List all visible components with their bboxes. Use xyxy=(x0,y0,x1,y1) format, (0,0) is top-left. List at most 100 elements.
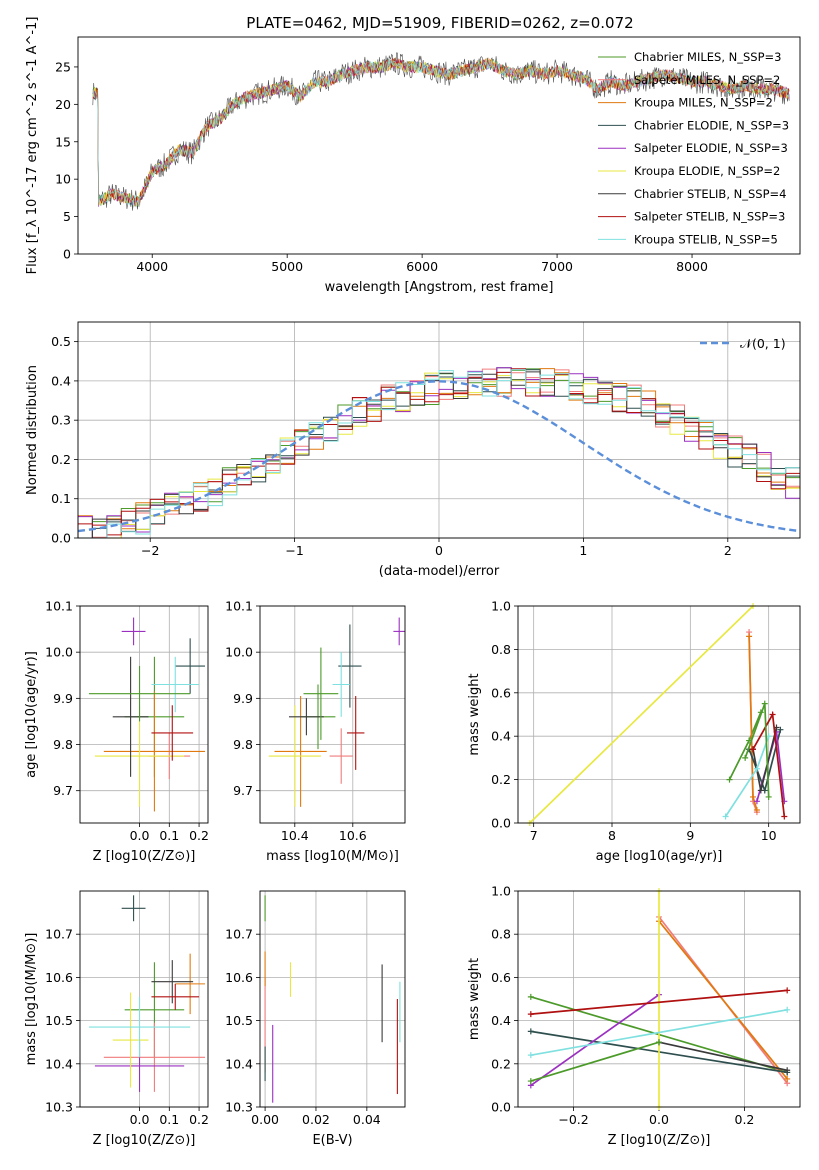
weight-series xyxy=(530,994,660,1087)
y-tick-label: 10.1 xyxy=(225,599,253,614)
legend-label: Salpeter STELIB, N_SSP=3 xyxy=(634,210,785,224)
weight-marker xyxy=(753,806,760,813)
weight-series xyxy=(658,1041,788,1072)
x-tick-label: 2 xyxy=(724,543,732,558)
y-tick-label: 9.8 xyxy=(53,737,73,752)
x-tick-label: 0.2 xyxy=(735,1112,755,1127)
x-axis-label: Z [log10(Z/Z⊙)] xyxy=(93,849,196,864)
x-tick-label: 7 xyxy=(530,828,538,843)
y-tick-label: 10.0 xyxy=(45,645,73,660)
x-axis-label: (data-model)/error xyxy=(379,564,500,579)
y-tick-label: 10.3 xyxy=(225,1100,253,1115)
y-tick-label: 10.5 xyxy=(225,1013,253,1028)
y-tick-label: 9.7 xyxy=(53,783,73,798)
x-tick-label: 0.2 xyxy=(189,1112,209,1127)
y-tick-label: 20 xyxy=(55,97,71,112)
x-tick-label: 0 xyxy=(435,543,443,558)
legend-label: Kroupa ELODIE, N_SSP=2 xyxy=(634,164,780,178)
x-tick-label: 0.0 xyxy=(130,1112,150,1127)
x-tick-label: 0.02 xyxy=(302,1112,330,1127)
weight-series xyxy=(530,1008,788,1057)
x-axis-label: wavelength [Angstrom, rest frame] xyxy=(325,280,554,295)
y-tick-label: 10.4 xyxy=(45,1056,73,1071)
x-tick-label: 6000 xyxy=(406,259,438,274)
legend-label: Chabrier STELIB, N_SSP=4 xyxy=(634,187,786,201)
age-vs-metallicity-panel: 0.0 0.1 0.2 9.7 9.8 9.9 10.0 10.1 Z [log10(Z/Z⊙)… xyxy=(24,599,209,865)
y-tick-label: 5 xyxy=(63,209,71,224)
axes-frame xyxy=(77,321,801,539)
residuals-panel: −2 −1 0 1 2 0.0 0.1 0.2 0.3 0.4 0.5 (data-model)/er… xyxy=(25,321,801,579)
y-tick-label: 9.8 xyxy=(233,737,253,752)
y-tick-label: 10.1 xyxy=(45,599,73,614)
x-tick-label: 4000 xyxy=(136,259,168,274)
x-tick-label: 0.2 xyxy=(189,828,209,843)
y-tick-label: 0.6 xyxy=(491,970,511,985)
y-tick-label: 0.0 xyxy=(51,531,71,546)
x-tick-label: −1 xyxy=(285,543,303,558)
y-tick-label: 0.8 xyxy=(491,927,511,942)
weight-marker xyxy=(753,798,760,805)
weight-marker xyxy=(746,633,753,640)
spectrum-panel: 4000 5000 6000 7000 8000 0 5 10 15 20 25 wavelength… xyxy=(25,17,801,295)
y-axis-label: mass weight xyxy=(467,958,482,1040)
weight-vs-metallicity-panel: −0.2 0.0 0.2 0.0 0.2 0.4 0.6 0.8 1.0 Z [log10(Z/Z… xyxy=(467,884,801,1148)
y-tick-label: 25 xyxy=(55,59,71,74)
y-tick-label: 0.5 xyxy=(51,334,71,349)
spectrum-line xyxy=(92,57,790,207)
y-tick-label: 1.0 xyxy=(491,599,511,614)
weight-marker xyxy=(750,793,756,800)
legend-label: Chabrier ELODIE, N_SSP=3 xyxy=(634,118,789,132)
x-axis-label: age [log10(age/yr)] xyxy=(596,849,723,864)
weight-series xyxy=(530,989,788,1015)
x-tick-label: 10.6 xyxy=(339,828,367,843)
y-tick-label: 10.5 xyxy=(45,1013,73,1028)
weight-vs-age-panel: 7 8 9 10 0.0 0.2 0.4 0.6 0.8 1.0 age [log10(age/yr… xyxy=(467,599,801,864)
legend-label: 𝒩(0, 1) xyxy=(740,336,786,351)
y-tick-label: 0.2 xyxy=(51,452,71,467)
legend-label: Salpeter ELODIE, N_SSP=3 xyxy=(634,141,788,155)
weight-marker xyxy=(761,700,768,707)
legend-label: Salpeter MILES, N_SSP=2 xyxy=(634,73,780,87)
y-tick-label: 10.7 xyxy=(45,927,73,942)
y-axis-label: mass [log10(M/M⊙)] xyxy=(24,933,39,1066)
axes-frame xyxy=(259,605,406,824)
x-tick-label: 10.4 xyxy=(281,828,309,843)
y-tick-label: 15 xyxy=(55,134,71,149)
weight-series xyxy=(658,920,788,1080)
weight-marker xyxy=(784,1075,791,1082)
y-tick-label: 10.3 xyxy=(45,1100,73,1115)
weight-marker xyxy=(527,1052,534,1059)
normal-curve xyxy=(77,380,801,533)
histogram-series xyxy=(78,372,800,539)
axes-frame xyxy=(77,36,801,255)
figure-title: PLATE=0462, MJD=51909, FIBERID=0262, z=0… xyxy=(246,14,633,32)
weight-marker xyxy=(784,987,791,994)
y-tick-label: 10.0 xyxy=(225,645,253,660)
y-tick-label: 0.4 xyxy=(491,729,511,744)
weight-marker xyxy=(765,793,772,800)
weight-marker xyxy=(726,776,733,783)
x-tick-label: 0.00 xyxy=(251,1112,279,1127)
weight-marker xyxy=(742,754,749,761)
x-axis-label: Z [log10(Z/Z⊙)] xyxy=(93,1133,196,1148)
legend-label: Kroupa STELIB, N_SSP=5 xyxy=(634,232,778,246)
axes-frame xyxy=(259,890,406,1108)
x-tick-label: 8 xyxy=(608,828,616,843)
x-tick-label: 10 xyxy=(761,828,777,843)
weight-marker xyxy=(784,1067,791,1074)
spectrum-line xyxy=(92,59,790,208)
y-tick-label: 0.4 xyxy=(51,373,71,388)
axes-frame xyxy=(79,605,209,824)
weight-marker xyxy=(750,746,756,753)
x-tick-label: 0.1 xyxy=(159,1112,179,1127)
weight-marker xyxy=(722,813,729,820)
axes-frame xyxy=(517,605,801,824)
weight-marker xyxy=(527,993,534,1000)
weight-series xyxy=(744,703,770,798)
y-axis-label: age [log10(age/yr)] xyxy=(24,651,39,778)
y-tick-label: 10.6 xyxy=(225,970,253,985)
y-tick-label: 10.7 xyxy=(225,927,253,942)
y-tick-label: 0.8 xyxy=(491,642,511,657)
legend-label: Chabrier MILES, N_SSP=3 xyxy=(634,50,781,64)
